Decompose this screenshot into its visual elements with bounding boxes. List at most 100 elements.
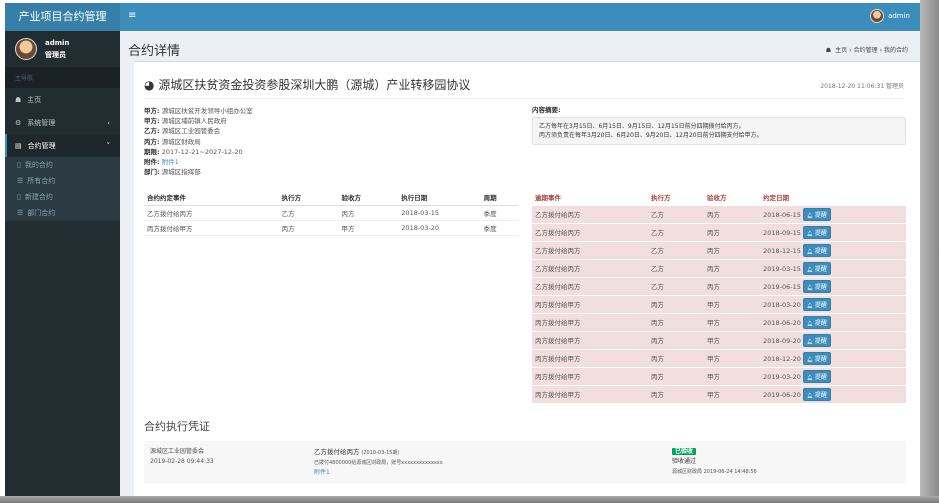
- dashboard-icon: ☗: [15, 95, 22, 104]
- page-title: 合约详情: [128, 44, 181, 59]
- remind-button[interactable]: 🔔︎ 提醒: [802, 333, 831, 347]
- table-row: 丙方拨付给甲方 丙方 甲方 2019-06-20 🔔︎ 提醒: [532, 384, 906, 403]
- table-cell: 丙方: [647, 330, 705, 349]
- cell-text: 丙方: [707, 247, 721, 255]
- sidebar-item-home[interactable]: ☗ 主页: [5, 88, 120, 111]
- table-cell: 丙方: [278, 220, 339, 236]
- summary: 内容摘要: 乙方每年在3月15日、6月15日、9月15日、12月15日前分四期拨…: [532, 104, 906, 145]
- contract-field: 甲方: 源城区埔前镇人民政府: [144, 116, 253, 126]
- gear-icon: ⚙: [15, 118, 22, 127]
- column-header: 逾期事件: [535, 194, 561, 203]
- cell-text: 丙方: [707, 265, 721, 273]
- cell-text: 丙方拨付给甲方: [535, 301, 581, 309]
- cell-text: 2018-06-15: [763, 210, 801, 219]
- table-cell: 乙方拨付给丙方: [144, 205, 279, 221]
- field-value: 源城区财政局: [161, 137, 201, 146]
- remind-label: 提醒: [814, 337, 827, 345]
- cell-text: 丙方: [707, 283, 721, 291]
- summary-line: 丙方须负责在每年3月20日、6月20日、9月20日、12月20日前分四期支付给甲…: [539, 132, 763, 139]
- label: 新建合约: [24, 193, 53, 201]
- table-cell: 乙方拨付给丙方: [532, 258, 648, 277]
- table-row: 丙方拨付给甲方 丙方 甲方 2018-03-20 🔔︎ 提醒: [532, 294, 906, 313]
- voucher-attachment-link[interactable]: 附件1: [314, 469, 330, 476]
- field-value: 源城区工业园管委会: [161, 127, 221, 136]
- table-cell: 甲方: [338, 220, 399, 236]
- contract-meta: 2018-12-20 11:06:31 管理员: [820, 83, 904, 90]
- column-header: 执行方: [650, 194, 671, 203]
- table-row: 乙方拨付给丙方 乙方 丙方 2018-03-15 季度: [144, 205, 518, 221]
- table-cell: 丙方拨付给甲方: [532, 330, 648, 349]
- cell-text: 乙方: [650, 265, 664, 273]
- voucher-org: 源城区工业园管委会: [150, 448, 205, 455]
- divider: [144, 98, 904, 99]
- event-name: 乙方拨付给丙方: [314, 448, 360, 456]
- field-label: 丙方:: [144, 137, 160, 146]
- sidebar-item-label: 合约管理: [27, 141, 56, 150]
- cell-text: 2018-12-15: [763, 246, 801, 255]
- app-logo[interactable]: 产业项目合约管理: [5, 3, 120, 31]
- cell-text: 2019-03-15: [763, 264, 801, 273]
- cell-text: 乙方拨付给丙方: [535, 229, 581, 237]
- cell-text: 乙方: [650, 247, 664, 255]
- vouchers-title: 合约执行凭证: [144, 420, 210, 433]
- label: 部门合约: [27, 209, 56, 217]
- remind-button[interactable]: 🔔︎ 提醒: [802, 243, 831, 257]
- remind-button[interactable]: 🔔︎ 提醒: [802, 225, 831, 239]
- column-header: 执行日期: [398, 190, 481, 206]
- cell-text: 丙方: [707, 229, 721, 237]
- field-label: 甲方:: [144, 107, 160, 115]
- remind-button[interactable]: 🔔︎ 提醒: [802, 207, 831, 221]
- contract-box: ◕ 源城区扶贫资金投资参股深圳大鹏（源城）产业转移园协议 2018-12-20 …: [134, 61, 920, 496]
- bell-icon: 🔔︎: [806, 212, 815, 219]
- table-cell: 乙方: [647, 222, 705, 241]
- attachment-link[interactable]: 附件1: [161, 158, 179, 167]
- cell-text: 2018-09-15: [763, 228, 801, 237]
- remind-button[interactable]: 🔔︎ 提醒: [802, 369, 831, 383]
- sidebar-subitem-dept[interactable]: ☰ 部门合约: [5, 205, 120, 221]
- contract-field: 期限: 2017-12-21~2027-12-20: [144, 147, 253, 157]
- content: 合约详情 ☗ 主页 › 合约管理 › 我的合约 ◕ 源城区扶贫资金投资参股深圳大鹏（源城）…: [120, 31, 920, 496]
- cell-text: 丙方拨付给甲方: [535, 355, 581, 363]
- label: 我的合约: [24, 161, 53, 169]
- table-cell: 2018-03-20: [398, 220, 481, 236]
- table-row: 乙方拨付给丙方 乙方 丙方 2019-03-15 🔔︎ 提醒: [532, 258, 906, 277]
- table-cell: 丙方: [647, 294, 705, 313]
- user-menu[interactable]: admin: [870, 9, 910, 23]
- bell-icon: 🔔︎: [806, 320, 815, 327]
- remind-button[interactable]: 🔔︎ 提醒: [802, 261, 831, 275]
- remind-label: 提醒: [814, 301, 827, 309]
- remind-button[interactable]: 🔔︎ 提醒: [802, 351, 831, 365]
- bell-icon: 🔔︎: [806, 284, 815, 291]
- sidebar-subitem-new[interactable]: ▯ 新建合约: [5, 189, 120, 205]
- column-header: 执行方: [278, 190, 339, 206]
- home-icon: ☗: [825, 47, 832, 54]
- bars-icon[interactable]: ≡: [128, 10, 137, 21]
- remind-button[interactable]: 🔔︎ 提醒: [802, 279, 831, 293]
- bell-icon: 🔔︎: [806, 248, 815, 255]
- table-cell: 丙方拨付给甲方: [532, 294, 648, 313]
- sidebar-subitem-my[interactable]: ▯ 我的合约: [5, 157, 120, 173]
- sidebar-subitem-all[interactable]: ☰ 所有合约: [5, 173, 120, 189]
- bell-icon: 🔔︎: [806, 266, 815, 273]
- sidebar-item-contracts[interactable]: ▤ 合约管理 ˅: [5, 134, 120, 157]
- remind-button[interactable]: 🔔︎ 提醒: [802, 297, 831, 311]
- cell-text: 甲方: [707, 355, 721, 363]
- table-cell: 乙方: [647, 258, 705, 277]
- table-cell: 甲方: [704, 330, 761, 349]
- breadcrumb-contracts[interactable]: 合约管理: [853, 47, 878, 54]
- table-cell: 丙方拨付给甲方: [532, 312, 648, 331]
- remind-button[interactable]: 🔔︎ 提醒: [802, 387, 831, 401]
- breadcrumb-home[interactable]: 主页: [835, 47, 848, 54]
- cell-text: 2019-03-20: [763, 372, 801, 381]
- table-cell: 甲方: [704, 366, 761, 385]
- table-cell: 季度: [480, 205, 518, 221]
- sidebar-item-system[interactable]: ⚙ 系统管理 ‹: [5, 111, 120, 134]
- remind-button[interactable]: 🔔︎ 提醒: [802, 315, 831, 329]
- table-row: 丙方拨付给甲方 丙方 甲方 2018-09-20 🔔︎ 提醒: [532, 330, 906, 349]
- cell-text: 丙方拨付给甲方: [535, 391, 581, 400]
- field-value: 源城区扶贫开发领导小组办公室: [161, 107, 253, 115]
- overdue-table: 逾期事件 执行方 验收方 约定日期 乙方拨付给丙方 乙方 丙方 2018-06-15 🔔︎ 提醒…: [532, 190, 906, 403]
- field-label: 乙方:: [144, 127, 160, 136]
- remind-label: 提醒: [814, 247, 827, 255]
- table-cell: 2018-12-20 🔔︎ 提醒: [760, 348, 906, 367]
